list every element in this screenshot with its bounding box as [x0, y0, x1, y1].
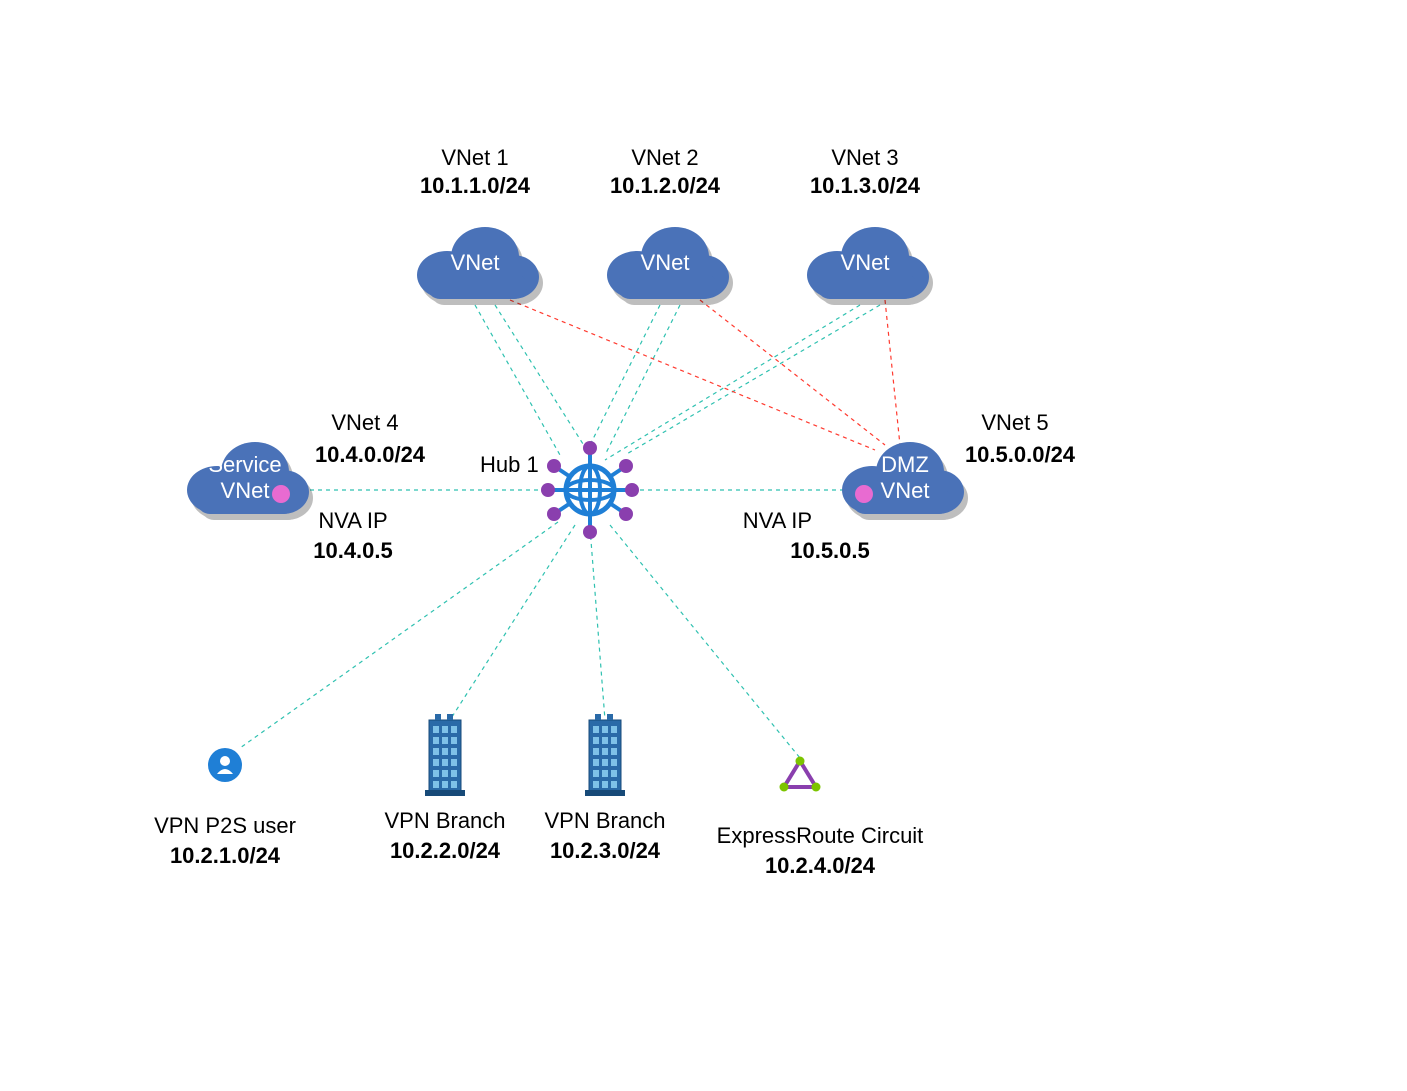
svg-text:VNet: VNet	[641, 250, 690, 275]
svg-text:Hub 1: Hub 1	[480, 452, 539, 477]
nva-dot	[855, 485, 873, 503]
svg-text:VNet 5: VNet 5	[981, 410, 1048, 435]
svg-text:10.1.3.0/24: 10.1.3.0/24	[810, 173, 921, 198]
svg-text:VNet 2: VNet 2	[631, 145, 698, 170]
svg-text:VPN Branch: VPN Branch	[544, 808, 665, 833]
svg-text:10.1.1.0/24: 10.1.1.0/24	[420, 173, 531, 198]
svg-text:ExpressRoute Circuit: ExpressRoute Circuit	[717, 823, 924, 848]
svg-text:10.2.3.0/24: 10.2.3.0/24	[550, 838, 661, 863]
svg-text:10.5.0.0/24: 10.5.0.0/24	[965, 442, 1076, 467]
svg-text:VNet: VNet	[841, 250, 890, 275]
user-icon	[208, 748, 242, 782]
svg-text:10.2.2.0/24: 10.2.2.0/24	[390, 838, 501, 863]
svg-text:NVA IP: NVA IP	[318, 508, 387, 533]
building-icon	[425, 714, 465, 796]
svg-text:VNet 4: VNet 4	[331, 410, 398, 435]
svg-text:VNet: VNet	[881, 478, 930, 503]
svg-text:VNet: VNet	[451, 250, 500, 275]
svg-text:VNet: VNet	[221, 478, 270, 503]
svg-text:VPN P2S user: VPN P2S user	[154, 813, 296, 838]
svg-text:Service: Service	[208, 452, 281, 477]
expressroute-icon	[780, 757, 821, 792]
svg-text:DMZ: DMZ	[881, 452, 929, 477]
svg-text:10.4.0.5: 10.4.0.5	[313, 538, 393, 563]
svg-text:10.4.0.0/24: 10.4.0.0/24	[315, 442, 426, 467]
svg-text:VNet 1: VNet 1	[441, 145, 508, 170]
svg-text:10.2.1.0/24: 10.2.1.0/24	[170, 843, 281, 868]
svg-text:10.2.4.0/24: 10.2.4.0/24	[765, 853, 876, 878]
nva-dot	[272, 485, 290, 503]
svg-text:VPN Branch: VPN Branch	[384, 808, 505, 833]
building-icon	[585, 714, 625, 796]
svg-text:10.1.2.0/24: 10.1.2.0/24	[610, 173, 721, 198]
svg-text:10.5.0.5: 10.5.0.5	[790, 538, 870, 563]
svg-text:VNet 3: VNet 3	[831, 145, 898, 170]
svg-text:NVA IP: NVA IP	[743, 508, 812, 533]
